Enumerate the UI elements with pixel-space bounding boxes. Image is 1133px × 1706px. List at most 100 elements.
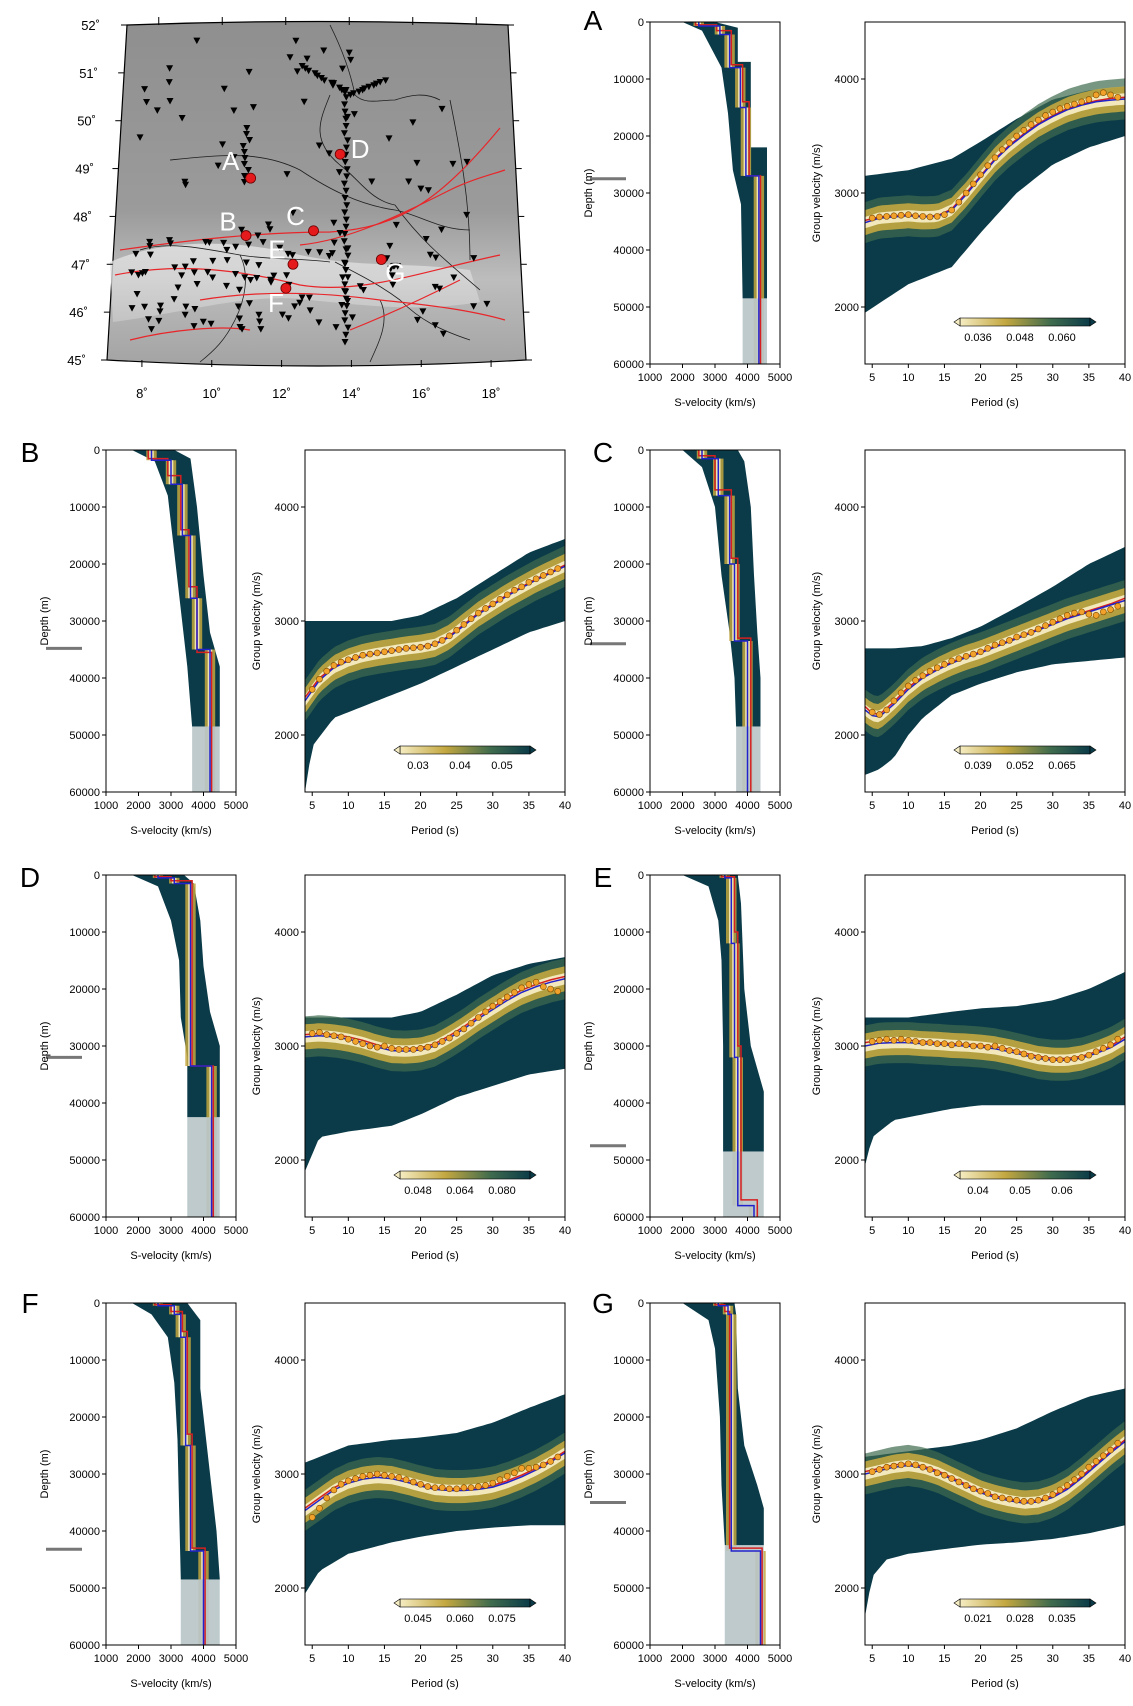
observed-point: [933, 1469, 941, 1477]
inverted-triangle-icon: [483, 300, 491, 308]
inverted-triangle-icon: [286, 54, 294, 61]
inverted-triangle-icon: [234, 303, 242, 310]
y-axis-label: Group velocity (m/s): [251, 997, 263, 1095]
inverted-triangle-icon: [223, 246, 231, 254]
colorbar-max-arrow: [1089, 745, 1097, 755]
x-axis-label: S-velocity (km/s): [130, 1250, 211, 1262]
observed-point: [868, 1038, 876, 1045]
observed-point: [431, 640, 439, 648]
inverted-triangle-icon: [320, 77, 328, 84]
y-tick-label: 50000: [69, 1155, 100, 1167]
y-tick-label: 3000: [835, 616, 859, 628]
colorbar: [959, 1598, 1091, 1608]
observed-point: [1063, 611, 1071, 619]
y-tick-label: 30000: [613, 616, 644, 628]
y-tick-label: 2000: [835, 1583, 859, 1595]
observed-point: [337, 1480, 345, 1488]
observed-point: [926, 213, 934, 221]
x-tick-label: 2000: [126, 1225, 150, 1237]
profile-density-band: [713, 1303, 766, 1645]
inverted-triangle-icon: [419, 308, 427, 315]
site-marker: [308, 225, 319, 237]
inverted-triangle-icon: [342, 246, 350, 253]
inverted-triangle-icon: [303, 55, 311, 63]
site-marker: [240, 230, 252, 241]
inverted-triangle-icon: [405, 178, 413, 186]
observed-point: [941, 211, 948, 218]
observed-point: [941, 661, 948, 668]
y-tick-label: 60000: [613, 1212, 644, 1224]
observed-point: [998, 639, 1006, 646]
inverted-triangle-icon: [315, 319, 323, 326]
observed-point: [388, 647, 395, 654]
inverted-triangle-icon: [463, 211, 471, 219]
observed-point: [1027, 629, 1035, 636]
x-tick-label: 1000: [94, 800, 118, 812]
x-tick-label: 4000: [735, 1653, 759, 1665]
inverted-triangle-icon: [341, 108, 349, 116]
inverted-triangle-icon: [392, 221, 400, 229]
inverted-triangle-icon: [153, 107, 161, 114]
observed-point: [496, 998, 504, 1005]
observed-point: [1092, 1048, 1100, 1055]
inverted-triangle-icon: [341, 101, 349, 108]
inverted-triangle-icon: [236, 315, 244, 323]
colorbar-min-arrow: [953, 1170, 961, 1180]
x-tick-label: 5: [869, 1225, 875, 1237]
observed-point: [941, 1040, 948, 1048]
inverted-triangle-icon: [256, 318, 264, 326]
y-tick-label: 20000: [613, 984, 644, 996]
profile-unresolved-mask: [724, 1545, 764, 1645]
x-tick-label: 2000: [126, 1653, 150, 1665]
observed-point: [1085, 96, 1093, 103]
y-tick-label: 50000: [613, 730, 644, 742]
observed-point: [933, 1040, 941, 1048]
observed-point: [316, 1029, 323, 1036]
inverted-triangle-icon: [343, 202, 351, 209]
inverted-triangle-icon: [178, 115, 186, 122]
inverted-triangle-icon: [355, 88, 363, 96]
observed-point: [503, 1472, 511, 1480]
y-tick-label: 3000: [275, 1041, 299, 1053]
observed-point: [323, 1031, 330, 1038]
latitude-label: 51˚: [79, 66, 98, 81]
inverted-triangle-icon: [342, 187, 350, 195]
observed-point: [525, 981, 533, 988]
observed-point: [926, 1039, 934, 1046]
observed-point: [1100, 1452, 1107, 1460]
x-tick-label: 15: [378, 800, 390, 812]
inverted-triangle-icon: [350, 111, 358, 118]
y-tick-label: 10000: [613, 502, 644, 514]
inverted-triangle-icon: [147, 326, 155, 333]
observed-point: [388, 1472, 395, 1480]
observed-point: [366, 650, 374, 658]
observed-point: [446, 632, 453, 640]
y-axis-label: Group velocity (m/s): [251, 572, 263, 670]
x-tick-label: 3000: [703, 372, 727, 384]
inverted-triangle-icon: [189, 258, 197, 265]
observed-point: [1006, 637, 1013, 644]
inverted-triangle-icon: [246, 137, 254, 144]
observed-point: [402, 645, 410, 652]
y-tick-label: 50000: [69, 730, 100, 742]
observed-point: [970, 650, 977, 658]
x-tick-label: 4000: [735, 1225, 759, 1237]
dispersion-density-band: [305, 553, 565, 714]
observed-point: [554, 987, 562, 995]
observed-point: [1006, 139, 1013, 147]
inverted-triangle-icon: [245, 300, 253, 307]
colorbar: [399, 745, 531, 755]
inverted-triangle-icon: [330, 80, 338, 87]
profile-density-core: [722, 875, 757, 1217]
profile-unresolved-mask: [192, 726, 220, 792]
inverted-triangle-icon: [155, 317, 163, 325]
inverted-triangle-icon: [335, 169, 343, 176]
observed-point: [467, 1019, 475, 1027]
observed-point: [984, 1043, 992, 1051]
inverted-triangle-icon: [417, 185, 425, 193]
site-marker: [334, 148, 346, 160]
x-tick-label: 30: [1047, 1225, 1059, 1237]
latitude-label: 46˚: [69, 305, 88, 320]
inverted-triangle-icon: [388, 272, 396, 279]
